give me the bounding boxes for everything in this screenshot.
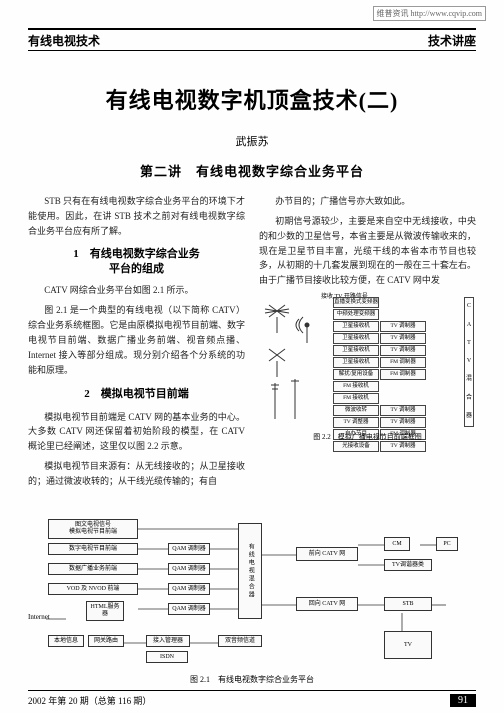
fig22-cell: 微波收转 bbox=[333, 405, 379, 416]
box-data-broadcast: 数据广播业务前端 bbox=[48, 563, 138, 575]
para: 初期信号源较少，主要是来自空中无线接收，中央的和少数的卫星信号，本省主要是从微波… bbox=[259, 214, 476, 288]
box-gateway: 网关路由 bbox=[88, 635, 124, 647]
article-title: 有线电视数字机顶盒技术(二) bbox=[28, 83, 476, 115]
fig22-cell: 直播变换式变频器 bbox=[333, 297, 379, 308]
box-qam3: QAM 调制器 bbox=[168, 583, 210, 595]
fig22-grid: 直播变换式变频器中频处理变频器卫星接收机TV 调制器卫星接收机TV 调制器卫星接… bbox=[333, 297, 426, 452]
box-bidir: 双音频信道 bbox=[218, 635, 262, 647]
box-html-server: HTML服务器 bbox=[86, 601, 124, 621]
heading-line: 平台的组成 bbox=[109, 263, 164, 275]
box-tv: TV bbox=[384, 631, 432, 659]
section-heading-2: 2 模拟电视节目前端 bbox=[28, 385, 245, 403]
sidecol-char: V bbox=[467, 357, 471, 367]
fig22-cell: TV 调制器 bbox=[380, 405, 426, 416]
fig22-cell: TV 调制器 bbox=[380, 333, 426, 344]
antenna-icon bbox=[263, 303, 321, 423]
figure-2-2: 接收 TV 开路信号 bbox=[259, 293, 476, 443]
fig22-cell: 卫星接收机 bbox=[333, 333, 379, 344]
watermark: 维普资讯 http://www.cqvip.com bbox=[373, 6, 486, 21]
section-heading-1: 1 有线电视数字综合业务 平台的组成 bbox=[28, 247, 245, 278]
left-column: STB 只有在有线电视数字综合业务平台的环境下才能使用。因此，在讲 STB 技术… bbox=[28, 194, 245, 494]
fig22-cell: FM 接收机 bbox=[333, 393, 379, 404]
para: 图 2.1 是一个典型的有线电视（以下简称 CATV）综合业务系统框图。它是由原… bbox=[28, 303, 245, 377]
internet-label: Internet bbox=[28, 613, 50, 621]
box-qam2: QAM 调制器 bbox=[168, 563, 210, 575]
para: STB 只有在有线电视数字综合业务平台的环境下才能使用。因此，在讲 STB 技术… bbox=[28, 194, 245, 239]
fig22-cell: 解扰/复用设备 bbox=[333, 369, 379, 380]
page-number: 91 bbox=[450, 694, 476, 707]
fig22-cell: 卫星接收机 bbox=[333, 321, 379, 332]
sidecol-char: T bbox=[467, 339, 471, 349]
box-stb: STB bbox=[384, 597, 432, 611]
fig22-cell: FM 调制器 bbox=[380, 357, 426, 368]
fig22-cell: 中频处理变频器 bbox=[333, 309, 379, 320]
fig22-cell: 卫星接收机 bbox=[333, 345, 379, 356]
sidecol-char: C bbox=[467, 302, 471, 312]
box-vod: VOD 及 NVOD 前端 bbox=[48, 583, 138, 595]
box-qam4: QAM 调制器 bbox=[168, 603, 210, 615]
page-footer: 2002 年第 20 期（总第 116 期） 91 bbox=[28, 690, 476, 707]
running-header: 有线电视技术 技术讲座 bbox=[28, 30, 476, 50]
fig22-cell: FM 调制器 bbox=[380, 369, 426, 380]
right-column: 办节目的；广播信号亦大致如此。 初期信号源较少，主要是来自空中无线接收，中央的和… bbox=[259, 194, 476, 494]
fig22-cell: TV 调整器 bbox=[333, 417, 379, 428]
fig22-cell: 卫星接收机 bbox=[333, 357, 379, 368]
box-tv-tuner: TV调谐器类 bbox=[384, 559, 432, 571]
issue-info: 2002 年第 20 期（总第 116 期） bbox=[28, 694, 151, 707]
heading-line: 1 有线电视数字综合业务 bbox=[73, 248, 200, 260]
box-pc: PC bbox=[436, 537, 458, 551]
body-columns: STB 只有在有线电视数字综合业务平台的环境下才能使用。因此，在讲 STB 技术… bbox=[28, 194, 476, 494]
header-rule bbox=[28, 50, 476, 51]
box-isdn: ISDN bbox=[146, 651, 188, 663]
sidecol-char: 器 bbox=[466, 412, 472, 422]
box-reverse-net: 回向 CATV 网 bbox=[296, 597, 358, 611]
fig22-side-column: CATV混合器 bbox=[464, 297, 474, 427]
box-cm: CM bbox=[384, 537, 410, 551]
para: 模拟电视节目前端是 CATV 网的基本业务的中心。大多数 CATV 网还保留着初… bbox=[28, 410, 245, 455]
para: 办节目的；广播信号亦大致如此。 bbox=[259, 194, 476, 209]
box-forward-net: 前向 CATV 网 bbox=[296, 547, 358, 561]
sidecol-char: 混 bbox=[466, 375, 472, 385]
sidecol-char: 合 bbox=[466, 394, 472, 404]
box-combiner: 有线电视混合器 bbox=[238, 523, 262, 619]
para: CATV 网综合业务平台如图 2.1 所示。 bbox=[28, 283, 245, 298]
fig22-cell: TV 调制器 bbox=[380, 345, 426, 356]
para: 模拟电视节目来源有：从无线接收的；从卫星接收的；通过微波收转的；从干线光缆传输的… bbox=[28, 459, 245, 489]
fig22-caption: 图 2.2 模拟广播电视节目前端框图 bbox=[259, 432, 476, 444]
fig22-cell: TV 调制器 bbox=[380, 417, 426, 428]
sidecol-char: A bbox=[467, 321, 471, 331]
box-local-info: 本地信息 bbox=[48, 635, 84, 647]
figure-2-1: 图文电视信号 模拟电视节目前端 数字电视节目前端 数据广播业务前端 VOD 及 … bbox=[28, 515, 476, 683]
fig22-cell: TV 调制器 bbox=[380, 321, 426, 332]
header-left: 有线电视技术 bbox=[28, 32, 100, 49]
fig21-caption: 图 2.1 有线电视数字综合业务平台 bbox=[28, 674, 476, 685]
author: 武振苏 bbox=[28, 133, 476, 149]
lecture-subtitle: 第二讲 有线电视数字综合业务平台 bbox=[28, 161, 476, 180]
box-analog-headend: 图文电视信号 模拟电视节目前端 bbox=[48, 519, 138, 539]
box-access-mgr: 接入管理器 bbox=[146, 635, 190, 647]
page: 维普资讯 http://www.cqvip.com 有线电视技术 技术讲座 有线… bbox=[0, 0, 504, 713]
header-right: 技术讲座 bbox=[428, 32, 476, 49]
fig22-cell: FM 接收机 bbox=[333, 381, 379, 392]
box-digital-headend: 数字电视节目前端 bbox=[48, 543, 138, 555]
box-qam1: QAM 调制器 bbox=[168, 543, 210, 555]
